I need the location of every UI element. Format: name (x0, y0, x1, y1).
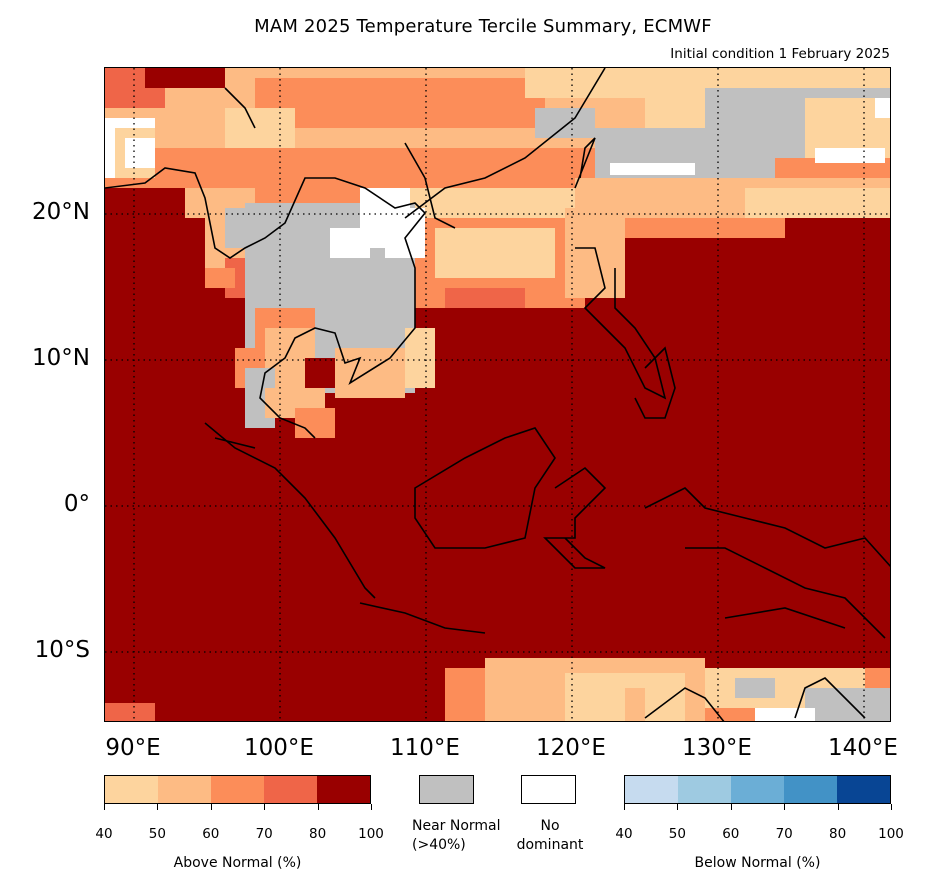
lon-label-140e: 140°E (828, 735, 898, 761)
below-normal-tick-mark (677, 804, 679, 810)
above-normal-tick-label: 80 (309, 826, 327, 842)
lon-label-100e: 100°E (244, 735, 314, 761)
below-normal-tick-mark (730, 804, 732, 810)
above-normal-segment (105, 776, 158, 803)
above-normal-tick-label: 40 (95, 826, 113, 842)
lat-label-20n: 20°N (32, 199, 90, 225)
lon-label-90e: 90°E (105, 735, 161, 761)
below-normal-tick-mark (891, 804, 892, 810)
no-dominant-swatch (521, 775, 576, 804)
below-normal-tick-label: 60 (722, 826, 740, 842)
above-normal-tick-mark (157, 804, 159, 810)
above-normal-tick-mark (264, 804, 266, 810)
chart-subtitle: Initial condition 1 February 2025 (670, 46, 890, 62)
below-normal-tick-mark (837, 804, 839, 810)
below-normal-segment (731, 776, 784, 803)
map-panel (104, 67, 891, 722)
south-field (105, 658, 890, 721)
above-normal-tick-mark (371, 804, 372, 810)
below-normal-segment (625, 776, 678, 803)
north-field (105, 68, 890, 218)
above-normal-segment (317, 776, 370, 803)
above-normal-tick-label: 100 (358, 826, 384, 842)
below-normal-tick-label: 40 (615, 826, 633, 842)
chart-title: MAM 2025 Temperature Tercile Summary, EC… (254, 16, 712, 37)
below-normal-tick-label: 70 (775, 826, 793, 842)
lat-label-0: 0° (63, 491, 90, 517)
above-normal-tick-mark (104, 804, 105, 810)
no-dominant-caption: No dominant (516, 818, 584, 853)
below-normal-tick-label: 80 (829, 826, 847, 842)
lat-label-10n: 10°N (32, 345, 90, 371)
above-normal-tick-mark (210, 804, 212, 810)
below-normal-segment (784, 776, 837, 803)
lon-label-120e: 120°E (536, 735, 606, 761)
coastlines (105, 68, 890, 721)
lon-label-130e: 130°E (682, 735, 752, 761)
below-normal-tick-mark (784, 804, 786, 810)
above-normal-tick-mark (317, 804, 319, 810)
below-normal-segment (837, 776, 890, 803)
above-normal-tick-label: 50 (148, 826, 166, 842)
below-normal-tick-label: 100 (878, 826, 904, 842)
above-normal-caption: Above Normal (%) (173, 855, 302, 871)
indochina-near-normal (225, 188, 435, 438)
below-normal-tick-mark (624, 804, 625, 810)
gridlines (105, 68, 890, 721)
lat-label-10s: 10°S (34, 637, 90, 663)
below-normal-caption: Below Normal (%) (694, 855, 821, 871)
lon-label-110e: 110°E (390, 735, 460, 761)
map-svg (105, 68, 890, 721)
above-normal-segment (158, 776, 211, 803)
below-normal-tick-label: 50 (668, 826, 686, 842)
above-normal-tick-label: 70 (255, 826, 273, 842)
above-normal-tick-label: 60 (202, 826, 220, 842)
above-normal-segment (264, 776, 317, 803)
near-normal-caption: Near Normal (>40%) (412, 818, 501, 853)
above-normal-segment (211, 776, 264, 803)
below-normal-colorbar (624, 775, 891, 804)
above-normal-colorbar (104, 775, 371, 804)
near-normal-swatch (419, 775, 474, 804)
below-normal-segment (678, 776, 731, 803)
